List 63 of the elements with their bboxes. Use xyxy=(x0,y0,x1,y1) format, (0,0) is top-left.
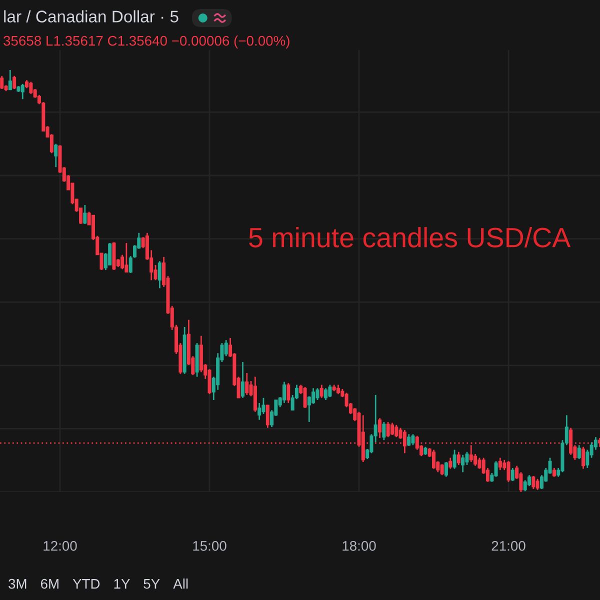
candlestick xyxy=(158,260,162,289)
candlestick xyxy=(316,387,320,401)
annotation: 5 minute candles USD/CA xyxy=(249,227,571,248)
text: 6M xyxy=(40,578,58,589)
candlestick xyxy=(258,402,262,421)
candlestick xyxy=(320,384,324,399)
candlestick xyxy=(582,446,586,470)
candlestick xyxy=(266,404,270,429)
candlestick xyxy=(386,421,390,438)
candlestick xyxy=(506,460,510,483)
candlestick xyxy=(523,479,527,492)
candlestick xyxy=(328,384,332,398)
candlestick xyxy=(586,449,590,469)
candlestick xyxy=(461,454,465,473)
candlestick xyxy=(0,75,4,90)
candlestick xyxy=(448,457,452,470)
candlestick xyxy=(456,451,460,466)
candlestick xyxy=(390,422,394,436)
candlestick xyxy=(444,461,448,478)
candlestick xyxy=(382,421,386,441)
text: 5Y xyxy=(144,579,160,589)
text: YTD xyxy=(72,579,100,589)
x-tick-label: 18:00 xyxy=(342,540,376,551)
candlestick xyxy=(452,449,456,470)
candlestick xyxy=(378,417,382,439)
candlestick xyxy=(54,143,58,168)
candlestick xyxy=(8,69,12,91)
candlestick xyxy=(510,467,514,482)
candlestick xyxy=(432,449,436,470)
candlestick xyxy=(282,381,286,404)
x-tick-label: 12:00 xyxy=(44,540,77,551)
chart-title: lar / Canadian Dollar · 5 xyxy=(4,10,178,22)
candlestick xyxy=(394,424,398,438)
candlestick xyxy=(286,382,290,404)
chart-subtitle: 35658 L1.35617 C1.35640 −0.00006 (−0.00%) xyxy=(4,36,290,48)
text: All xyxy=(173,578,188,589)
candlestick xyxy=(224,339,228,357)
candlestick xyxy=(324,387,328,401)
candlestick xyxy=(532,475,536,490)
candlestick xyxy=(407,433,411,447)
candlestick xyxy=(336,384,340,395)
candlestick xyxy=(536,478,540,491)
x-tick-label: 21:00 xyxy=(492,540,526,551)
candlestick xyxy=(577,444,581,460)
candlestick xyxy=(440,463,444,476)
candlestick xyxy=(108,242,112,266)
text: 3M xyxy=(8,578,26,589)
candlestick xyxy=(245,372,249,396)
candlestick xyxy=(83,204,87,225)
candlestick xyxy=(478,457,482,470)
candlestick xyxy=(494,460,498,478)
candlestick xyxy=(29,81,33,95)
text: 1Y xyxy=(114,579,130,589)
candlestick xyxy=(12,75,16,90)
candlestick xyxy=(498,457,502,471)
candlestick xyxy=(124,242,128,273)
x-tick-label: 15:00 xyxy=(193,540,226,551)
candlestick xyxy=(411,433,415,446)
candlestick xyxy=(528,474,532,487)
candlestick xyxy=(240,361,244,399)
candlestick xyxy=(20,83,24,100)
candlestick xyxy=(303,386,307,409)
candlestick xyxy=(569,427,573,456)
